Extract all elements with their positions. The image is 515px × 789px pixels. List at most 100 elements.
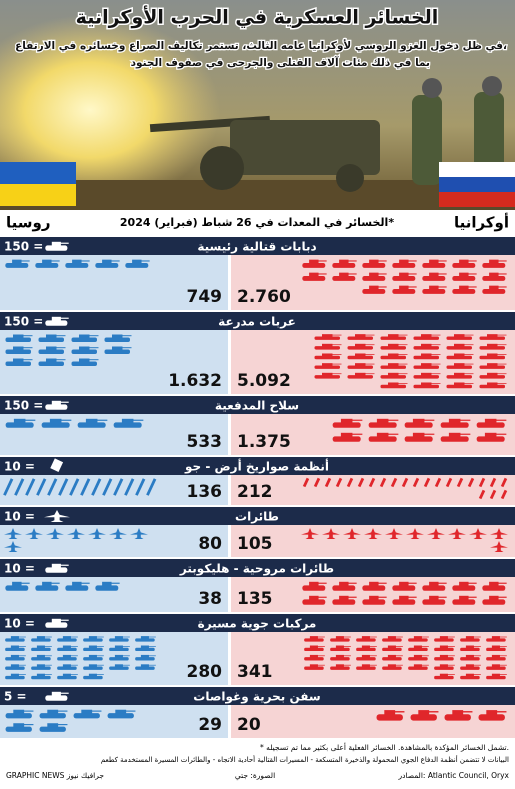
icon	[439, 645, 448, 649]
unit-label: 150 =	[4, 315, 43, 329]
icon	[5, 726, 32, 732]
icon	[444, 664, 455, 666]
icon	[346, 477, 354, 488]
icon	[340, 432, 353, 437]
icon	[387, 645, 396, 649]
icon-group	[3, 478, 157, 496]
icon	[482, 585, 506, 591]
icon	[404, 260, 417, 262]
icon	[42, 259, 52, 264]
category-bar	[0, 457, 515, 475]
icon	[500, 489, 508, 500]
icon	[121, 418, 134, 423]
footnote: البيانات لا تتضمن أنظمة الدفاع الجوي الم…	[101, 755, 509, 764]
icon	[314, 664, 325, 666]
icon	[368, 477, 376, 488]
icon	[460, 344, 474, 346]
icon	[322, 353, 333, 357]
icon-group	[314, 334, 507, 389]
icon	[384, 710, 396, 715]
icon	[38, 337, 64, 342]
icon	[65, 585, 89, 591]
category-bar	[0, 559, 515, 577]
icon	[57, 401, 69, 403]
category-bar	[0, 614, 515, 632]
icon	[487, 372, 498, 376]
icon	[392, 664, 403, 666]
icon	[51, 400, 61, 405]
icon	[57, 619, 69, 621]
icon	[62, 654, 71, 658]
icon	[44, 510, 70, 522]
icon	[452, 710, 464, 715]
icon	[455, 433, 471, 435]
icon	[114, 636, 123, 639]
icon	[434, 582, 447, 584]
icon	[464, 582, 477, 584]
icon	[401, 477, 409, 488]
value-label: 5.092	[237, 371, 291, 391]
icon	[422, 275, 446, 281]
icon	[25, 528, 43, 539]
icon	[140, 645, 149, 649]
icon	[12, 581, 22, 586]
icon	[470, 655, 481, 657]
icon	[77, 260, 90, 262]
icon	[361, 664, 370, 667]
icon	[434, 286, 447, 288]
icon	[404, 273, 417, 275]
icon	[394, 363, 408, 365]
icon	[444, 636, 455, 638]
icon	[490, 528, 508, 539]
icon	[454, 353, 465, 357]
icon	[382, 647, 402, 652]
icon	[343, 528, 361, 539]
icon	[347, 336, 373, 340]
icon	[71, 361, 97, 366]
icon	[482, 599, 506, 605]
icon	[328, 363, 342, 365]
icon	[465, 645, 474, 649]
icon	[339, 272, 349, 277]
title: الخسائر العسكرية في الحرب الأوكرانية	[76, 6, 439, 29]
icon	[322, 363, 333, 366]
icon	[5, 349, 31, 354]
icon	[135, 657, 155, 661]
icon	[388, 372, 399, 376]
icon	[385, 528, 403, 539]
icon	[356, 666, 376, 670]
unit-label: 10 =	[4, 562, 35, 576]
icon	[356, 638, 376, 642]
icon	[119, 646, 130, 647]
icon	[335, 654, 344, 658]
icon	[406, 528, 424, 539]
icon	[95, 585, 119, 591]
icon	[444, 674, 455, 675]
icon	[392, 636, 403, 638]
icon	[422, 262, 446, 268]
icon	[109, 657, 129, 661]
icon	[38, 349, 64, 354]
icon	[364, 528, 382, 539]
icon	[491, 654, 500, 658]
icon	[479, 336, 505, 340]
icon	[88, 654, 97, 658]
value-label: 1.632	[168, 371, 222, 391]
icon	[368, 436, 397, 442]
icon	[17, 582, 30, 584]
icon	[489, 285, 499, 290]
icon	[496, 664, 507, 666]
icon	[302, 275, 326, 281]
icon	[446, 355, 472, 360]
icon	[366, 646, 377, 647]
icon	[39, 713, 66, 719]
icon	[88, 645, 97, 649]
icon	[10, 636, 19, 639]
icon	[56, 419, 72, 421]
icon	[460, 666, 480, 670]
icon	[314, 655, 325, 657]
category-bar	[0, 396, 515, 414]
credit: GRAPHIC NEWS جرافيك نيوز	[6, 771, 104, 780]
icon	[13, 346, 24, 350]
icon	[460, 363, 474, 365]
